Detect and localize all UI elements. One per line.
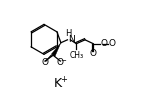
- Text: N: N: [69, 35, 75, 44]
- Text: +: +: [60, 75, 67, 84]
- Text: O: O: [90, 49, 97, 58]
- Text: K: K: [53, 77, 62, 90]
- Text: H: H: [65, 29, 72, 38]
- Text: O: O: [101, 39, 108, 48]
- Text: O: O: [56, 58, 63, 67]
- Text: CH₃: CH₃: [69, 51, 83, 60]
- Text: −: −: [60, 58, 66, 64]
- Text: O: O: [109, 39, 116, 48]
- Text: O: O: [41, 58, 48, 67]
- Polygon shape: [51, 43, 61, 56]
